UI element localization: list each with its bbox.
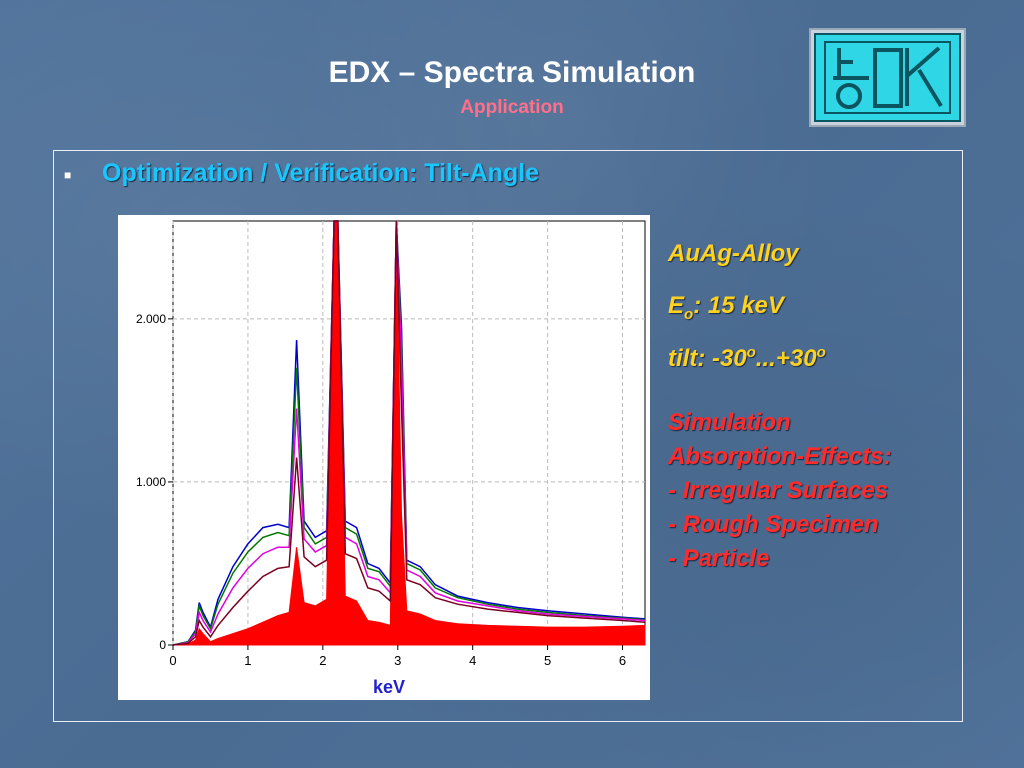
x-tick-label: 3 (394, 653, 401, 668)
energy-sub: o (684, 305, 694, 323)
energy-label: Eo: 15 keV (668, 292, 784, 323)
sim-line-5: - Particle (668, 545, 770, 572)
tilt-prefix: tilt: -30 (668, 345, 747, 372)
y-tick-label: 2.000 (136, 312, 166, 326)
series-area (172, 220, 646, 646)
x-tick-label: 0 (169, 653, 176, 668)
tilt-mid: ...+30 (755, 345, 817, 372)
plot-area (172, 220, 646, 646)
y-tick-label: 1.000 (136, 475, 166, 489)
sim-line-4: - Rough Specimen (668, 511, 879, 538)
y-tick-label: 0 (159, 638, 166, 652)
tilt-sup1: o (746, 344, 756, 361)
sim-line-2: Absorption-Effects: (668, 443, 892, 470)
energy-prefix: E (668, 292, 685, 319)
x-tick-label: 4 (469, 653, 476, 668)
edx-spectrum-chart: 0 1 2 3 4 5 6 0 1.000 2.000 keV (118, 215, 650, 700)
institute-logo-icon (809, 28, 966, 127)
x-tick-label: 6 (619, 653, 626, 668)
x-tick-label: 1 (244, 653, 251, 668)
series-line (172, 220, 646, 646)
section-heading: Optimization / Verification: Tilt-Angle (102, 159, 540, 187)
spectrum-svg: 0 1 2 3 4 5 6 0 1.000 2.000 keV (136, 220, 646, 697)
x-axis-label: keV (373, 677, 405, 697)
slide-title: EDX – Spectra Simulation (328, 56, 696, 89)
content-frame (53, 150, 963, 722)
sim-line-3: - Irregular Surfaces (668, 477, 889, 504)
x-tick-label: 5 (544, 653, 551, 668)
bullet-marker: ■ (64, 168, 72, 182)
alloy-label: AuAg-Alloy (668, 240, 799, 267)
x-tick-label: 2 (319, 653, 326, 668)
sim-line-1: Simulation (668, 409, 791, 436)
slide-subtitle: Application (460, 97, 564, 118)
energy-value: : 15 keV (693, 292, 784, 319)
tilt-sup2: o (816, 344, 826, 361)
tilt-label: tilt: -30o...+30o (668, 344, 826, 373)
